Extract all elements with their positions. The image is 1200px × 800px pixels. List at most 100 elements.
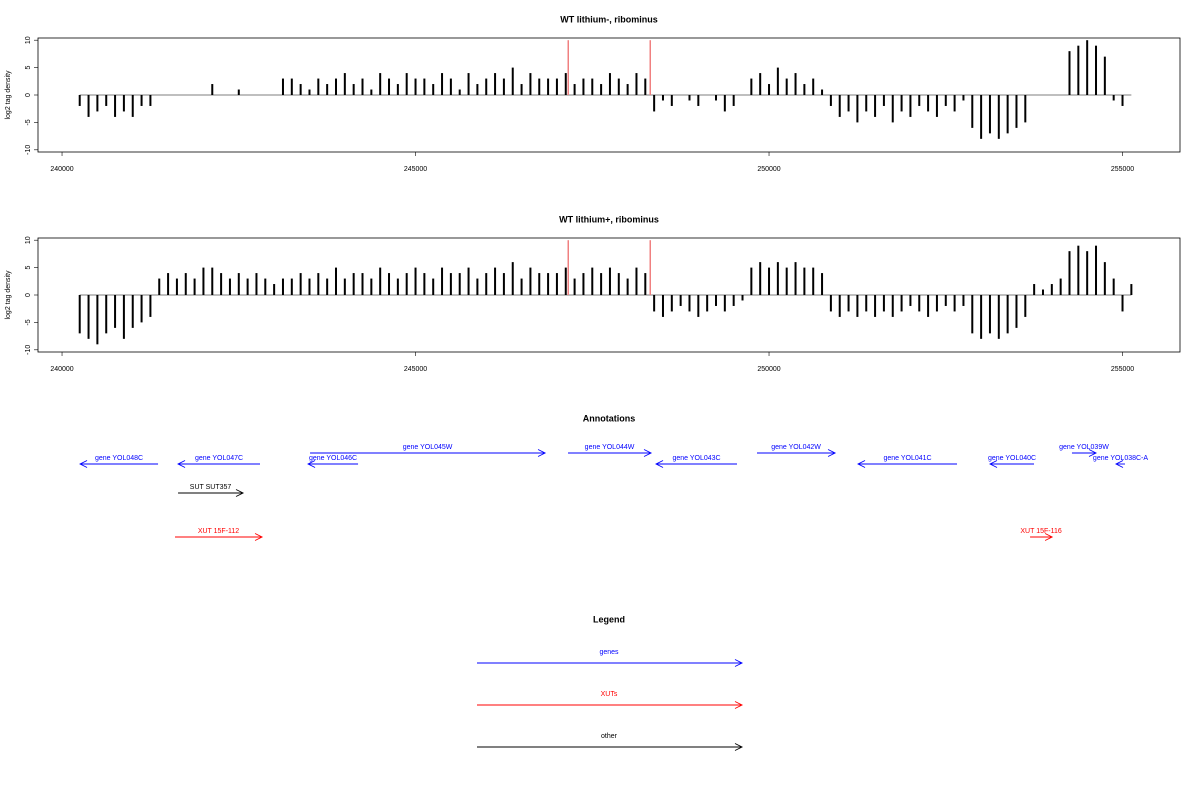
bar <box>1059 278 1062 295</box>
feature-label: gene YOL038C-A <box>1093 455 1148 462</box>
bar <box>326 84 329 95</box>
bar <box>370 278 373 295</box>
bar <box>202 267 205 295</box>
bar <box>1086 40 1089 95</box>
bar <box>476 84 479 95</box>
feature-label: gene YOL047C <box>195 455 243 462</box>
bar <box>432 84 435 95</box>
bar <box>882 295 885 312</box>
feature-arrow-head <box>857 460 866 468</box>
feature-label: gene YOL039W <box>1059 444 1109 451</box>
bar <box>502 273 505 295</box>
bar <box>661 95 664 101</box>
bar <box>821 273 824 295</box>
bar <box>1121 295 1124 312</box>
bar <box>511 67 514 95</box>
legend-label: other <box>601 733 618 740</box>
bar <box>458 273 461 295</box>
bar <box>388 78 391 95</box>
bar <box>1024 95 1027 123</box>
bar <box>715 295 718 306</box>
bar <box>114 295 117 328</box>
bar <box>723 95 726 112</box>
bar <box>582 78 585 95</box>
bar <box>935 95 938 117</box>
feature-label: gene YOL040C <box>988 455 1036 462</box>
bar <box>732 295 735 306</box>
feature-arrow-head <box>307 460 316 468</box>
bar <box>1041 289 1044 295</box>
x-tick-label: 255000 <box>1111 366 1134 373</box>
bar <box>184 273 187 295</box>
bar <box>308 278 311 295</box>
bar <box>670 295 673 312</box>
bar <box>494 267 497 295</box>
x-tick-label: 240000 <box>50 166 73 173</box>
annotations-title: Annotations <box>583 413 636 423</box>
feature-label: SUT SUT357 <box>190 484 232 491</box>
bar <box>281 78 284 95</box>
bar <box>1015 295 1018 328</box>
legend-title: Legend <box>593 614 625 624</box>
bar <box>988 95 991 134</box>
bar <box>564 267 567 295</box>
feature-arrow-head <box>989 460 998 468</box>
bar <box>918 95 921 106</box>
bar <box>1112 278 1115 295</box>
bar <box>971 95 974 128</box>
bar <box>361 273 364 295</box>
bar <box>494 73 497 95</box>
bar <box>96 295 99 345</box>
bar <box>299 84 302 95</box>
feature-label: gene YOL042W <box>771 444 821 451</box>
x-tick-label: 255000 <box>1111 166 1134 173</box>
bar <box>520 278 523 295</box>
bar <box>644 273 647 295</box>
feature-label: gene YOL041C <box>883 455 931 462</box>
legend-arrow-head <box>734 659 744 667</box>
bar <box>635 267 638 295</box>
bar <box>573 278 576 295</box>
y-tick-label: -10 <box>25 345 32 355</box>
bar <box>829 95 832 106</box>
bar <box>803 267 806 295</box>
bar <box>697 95 700 106</box>
bar <box>538 78 541 95</box>
feature-label: gene YOL043C <box>672 455 720 462</box>
bar <box>317 273 320 295</box>
y-axis-label: log2 tag density <box>5 70 12 120</box>
bar <box>175 278 178 295</box>
bar <box>944 95 947 106</box>
legend-arrow-head <box>734 701 744 709</box>
bar <box>882 95 885 106</box>
bar <box>343 73 346 95</box>
bar <box>847 95 850 112</box>
bar <box>449 273 452 295</box>
feature-arrow-head <box>254 533 264 541</box>
bar <box>352 273 355 295</box>
bar <box>211 84 214 95</box>
bar <box>856 95 859 123</box>
bar <box>1077 45 1080 95</box>
bar <box>794 262 797 295</box>
bar <box>653 295 656 312</box>
bar <box>891 295 894 317</box>
bar <box>573 84 576 95</box>
bar <box>264 278 267 295</box>
bar <box>361 78 364 95</box>
bar <box>900 295 903 312</box>
bar <box>149 95 152 106</box>
bar <box>87 295 90 339</box>
bar <box>935 295 938 312</box>
bar <box>228 278 231 295</box>
bar <box>697 295 700 317</box>
bar <box>776 262 779 295</box>
bar <box>449 78 452 95</box>
bar <box>909 95 912 117</box>
bar <box>600 273 603 295</box>
panel-title: WT lithium+, ribominus <box>559 214 659 224</box>
feature-arrow-head <box>643 449 653 457</box>
bar <box>653 95 656 112</box>
bar <box>944 295 947 306</box>
bar <box>803 84 806 95</box>
